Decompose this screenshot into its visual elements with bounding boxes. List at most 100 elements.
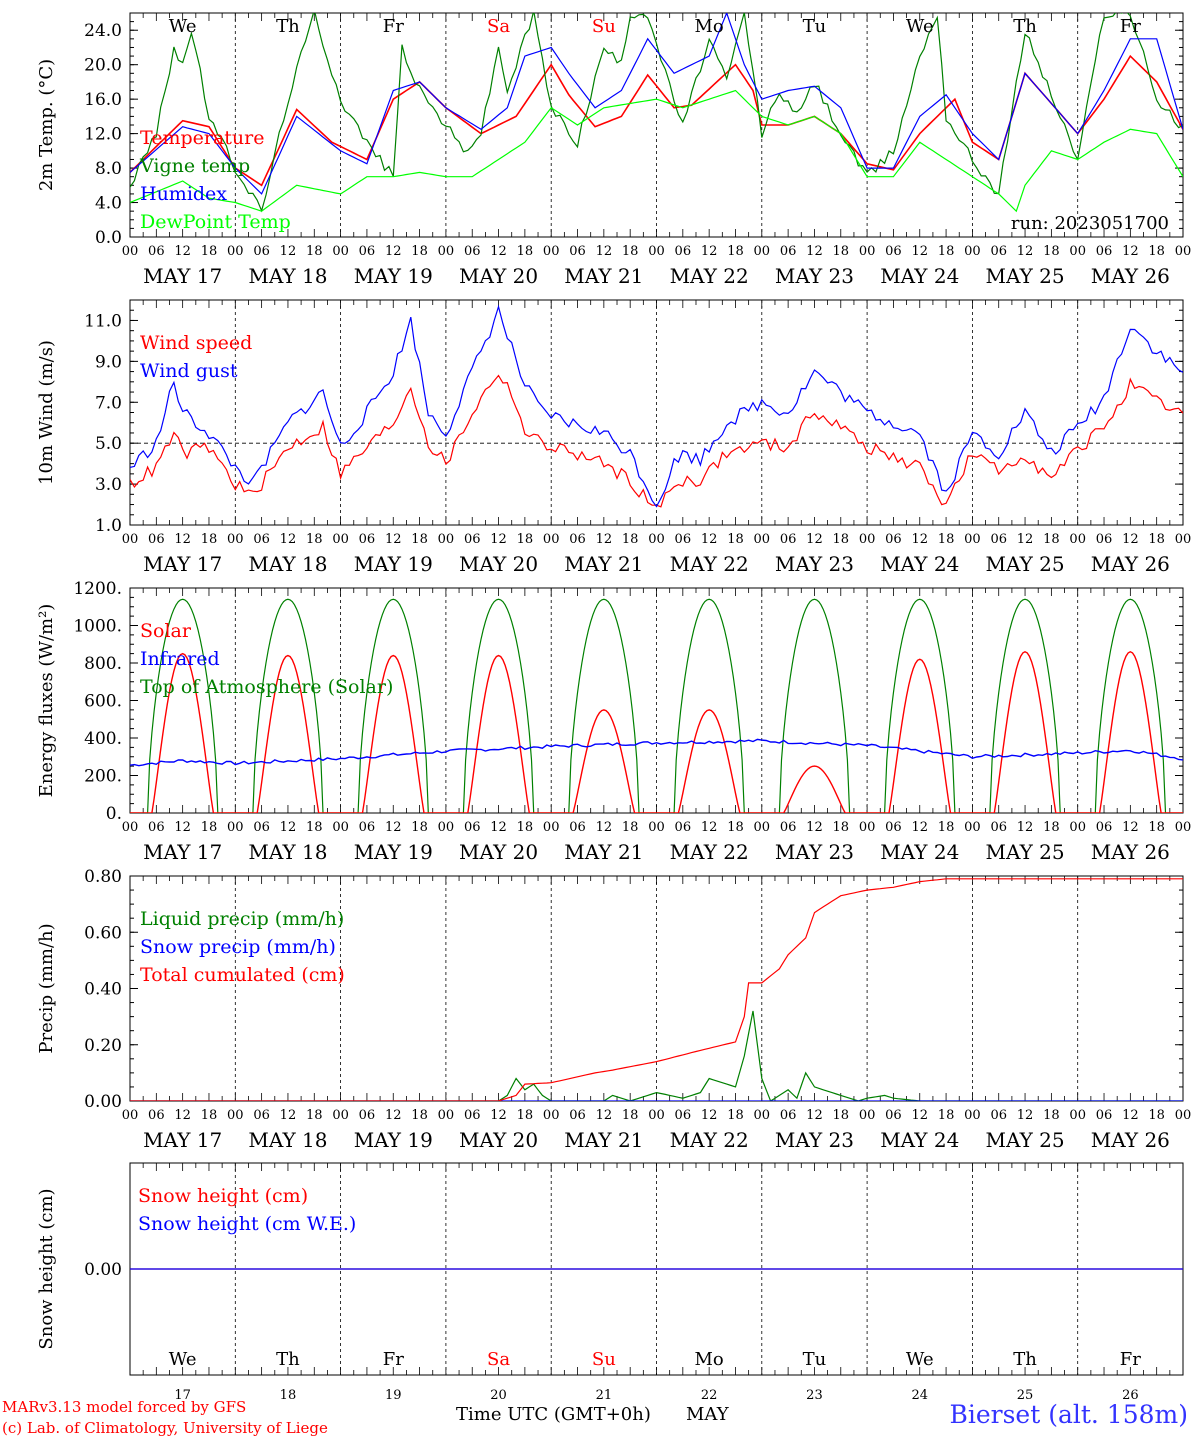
y-tick-label: 0.20 (84, 1036, 122, 1056)
hour-tick-label: 18 (517, 1108, 534, 1123)
hour-tick-label: 12 (1122, 532, 1139, 547)
day-name-top: Mo (695, 16, 724, 37)
hour-tick-label: 06 (1096, 1108, 1113, 1123)
hour-tick-label: 12 (490, 244, 507, 259)
day-name-top: Fr (383, 16, 404, 37)
hour-tick-label: 00 (122, 1108, 139, 1123)
hour-tick-label: 06 (253, 244, 270, 259)
date-label: MAY 21 (564, 840, 643, 864)
hour-tick-label: 06 (148, 244, 165, 259)
hour-tick-label: 06 (675, 1108, 692, 1123)
date-label: MAY 19 (354, 552, 433, 576)
hour-tick-label: 18 (622, 532, 639, 547)
hour-tick-label: 00 (754, 1108, 771, 1123)
hour-tick-label: 00 (859, 1108, 876, 1123)
date-label: MAY 20 (459, 552, 538, 576)
hour-tick-label: 12 (174, 532, 191, 547)
day-number: 26 (1122, 1388, 1139, 1403)
date-label: MAY 19 (354, 840, 433, 864)
day-number: 23 (806, 1388, 823, 1403)
hour-tick-label: 18 (727, 532, 744, 547)
hour-tick-label: 00 (332, 532, 349, 547)
legend-item: Liquid precip (mm/h) (140, 908, 344, 930)
hour-tick-label: 18 (517, 244, 534, 259)
y-tick-label: 400. (84, 729, 122, 749)
day-name-bottom: Th (1013, 1349, 1037, 1370)
hour-tick-label: 18 (411, 532, 428, 547)
hour-tick-label: 06 (990, 820, 1007, 835)
hour-tick-label: 00 (438, 244, 455, 259)
y-tick-label: 12.0 (84, 125, 122, 145)
date-label: MAY 24 (880, 552, 959, 576)
hour-tick-label: 18 (727, 820, 744, 835)
series-total-cumulated-cm- (130, 878, 1183, 1101)
hour-tick-label: 06 (253, 532, 270, 547)
hour-tick-label: 00 (438, 820, 455, 835)
series-top-of-atmosphere (130, 598, 1183, 813)
hour-tick-label: 00 (543, 1108, 560, 1123)
y-axis-label: Precip (mm/h) (36, 923, 57, 1053)
hour-tick-label: 12 (385, 820, 402, 835)
hour-tick-label: 06 (359, 1108, 376, 1123)
hour-tick-label: 00 (122, 820, 139, 835)
hour-tick-label: 12 (701, 244, 718, 259)
y-tick-label: 0.80 (84, 867, 122, 887)
hour-tick-label: 18 (411, 1108, 428, 1123)
hour-tick-label: 12 (701, 1108, 718, 1123)
legend-item: Vigne temp (139, 155, 250, 177)
month-label: MAY (686, 1404, 729, 1425)
hour-tick-label: 18 (201, 820, 218, 835)
date-label: MAY 26 (1091, 1128, 1170, 1152)
hour-tick-label: 12 (1122, 244, 1139, 259)
hour-tick-label: 00 (227, 820, 244, 835)
hour-tick-label: 12 (1017, 820, 1034, 835)
day-number: 21 (596, 1388, 613, 1403)
hour-tick-label: 12 (385, 1108, 402, 1123)
run-annotation: run: 2023051700 (1011, 213, 1169, 234)
panel-precip: 0.00 0.20 0.40 0.60 0.80 Precip (mm/h) 00 06 12 1… (36, 867, 1191, 1152)
day-name-bottom: We (169, 1349, 197, 1370)
hour-tick-label: 18 (517, 532, 534, 547)
y-tick-label: 0.00 (84, 1260, 122, 1280)
y-tick-label: 5.0 (95, 434, 122, 454)
y-tick-label: 20.0 (84, 56, 122, 76)
hour-tick-label: 06 (990, 1108, 1007, 1123)
hour-tick-label: 06 (569, 1108, 586, 1123)
series-dewpoint-temp (130, 89, 1183, 213)
hour-tick-label: 00 (1069, 244, 1086, 259)
hour-tick-label: 06 (1096, 820, 1113, 835)
legend-item: DewPoint Temp (140, 211, 291, 233)
hour-tick-label: 00 (964, 244, 981, 259)
hour-tick-label: 00 (964, 1108, 981, 1123)
y-tick-label: 0.60 (84, 923, 122, 943)
date-label: MAY 17 (143, 552, 222, 576)
legend-item: Infrared (140, 648, 220, 670)
date-label: MAY 18 (248, 552, 327, 576)
hour-tick-label: 00 (332, 244, 349, 259)
hour-tick-label: 18 (938, 244, 955, 259)
hour-tick-label: 06 (464, 1108, 481, 1123)
hour-tick-label: 12 (490, 1108, 507, 1123)
hour-tick-label: 18 (1043, 1108, 1060, 1123)
hour-tick-label: 06 (990, 244, 1007, 259)
day-name-bottom: Th (276, 1349, 300, 1370)
footer-model: MARv3.13 model forced by GFS (2, 1398, 247, 1416)
date-label: MAY 23 (775, 264, 854, 288)
hour-tick-label: 00 (332, 820, 349, 835)
hour-tick-label: 18 (411, 244, 428, 259)
day-name-bottom: Fr (383, 1349, 404, 1370)
hour-tick-label: 18 (938, 532, 955, 547)
hour-tick-label: 06 (569, 820, 586, 835)
panel-temp: 0.0 4.0 8.0 12.0 16.0 20.0 24.0 2m Temp. (°C) 00… (36, 12, 1191, 288)
y-tick-label: 8.0 (95, 159, 122, 179)
hour-tick-label: 06 (780, 820, 797, 835)
date-label: MAY 18 (248, 1128, 327, 1152)
x-axis-label: Time UTC (GMT+0h) (456, 1404, 651, 1425)
hour-tick-label: 00 (1069, 820, 1086, 835)
y-axis-label: Energy fluxes (W/m²) (36, 604, 57, 798)
hour-tick-label: 12 (806, 244, 823, 259)
hour-tick-label: 18 (1148, 820, 1165, 835)
hour-tick-label: 12 (174, 244, 191, 259)
hour-tick-label: 18 (727, 1108, 744, 1123)
